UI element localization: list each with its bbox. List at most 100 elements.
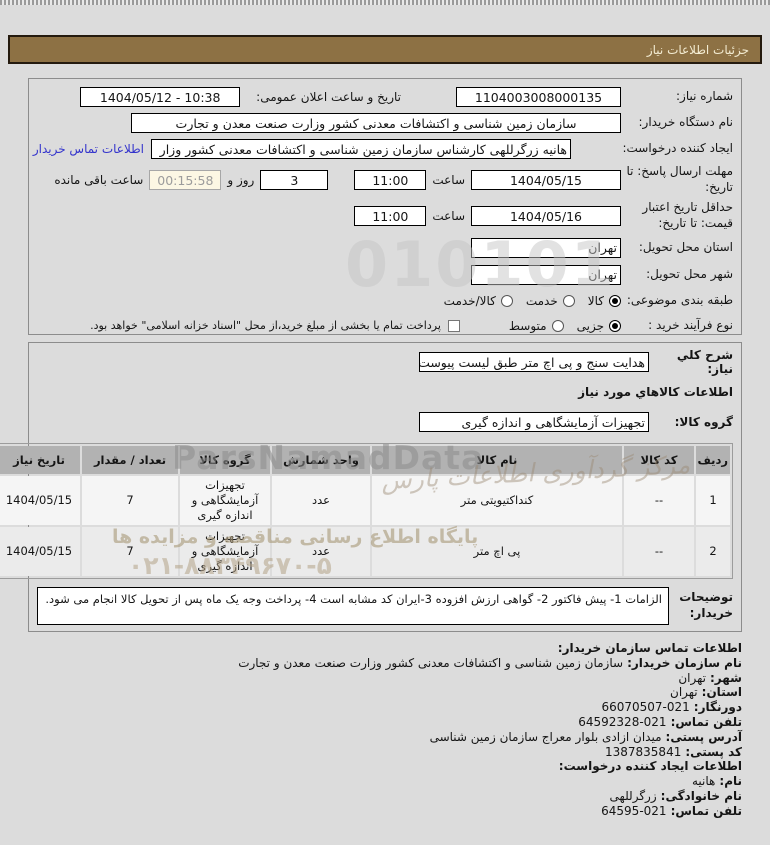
buyer-notes-label: توضیحات خریدار: [679, 589, 733, 621]
top-dotted-strip [0, 0, 770, 5]
delivery-province-field[interactable]: تهران [471, 237, 621, 258]
items-table-header-row: ردیف کد کالا نام کالا واحد شمارش گروه کا… [0, 446, 730, 474]
purchase-process-row: نوع فرآیند خرید : جزیی متوسط پرداخت تمام… [37, 313, 733, 338]
delivery-city-row: شهر محل تحویل: تهران [37, 261, 733, 288]
table-cell: کنداکتیویتی متر [372, 476, 622, 525]
need-description-row: شرح کلي نیاز: هدایت سنج و پی اچ متر طبق … [37, 348, 733, 376]
items-section-heading: اطلاعات کالاهاي مورد نیاز [578, 385, 733, 399]
buyer-org-field[interactable]: سازمان زمین شناسی و اکتشافات معدنی کشور … [131, 113, 621, 133]
radio-option-label: جزیی [576, 318, 604, 333]
creator-info-heading: اطلاعات ایجاد کننده درخواست: [558, 759, 742, 774]
col-header-row-number: ردیف [696, 446, 730, 474]
contact-line: نام خانوادگی:زرگرللهی [28, 789, 742, 804]
treasury-payment-option: پرداخت تمام یا بخشی از مبلغ خرید،از محل … [90, 319, 460, 333]
radio-icon[interactable] [500, 294, 513, 307]
days-word: روز و [227, 173, 255, 187]
need-description-field[interactable]: هدایت سنج و پی اچ متر طبق لیست پیوست [419, 352, 649, 372]
radio-option-partial[interactable]: جزیی [577, 319, 621, 333]
request-creator-row: ایجاد کننده درخواست: هانیه زرگرللهی کارش… [33, 136, 733, 162]
deadline-time-field[interactable]: 11:00 [354, 170, 427, 190]
col-header-item-name: نام کالا [372, 446, 622, 474]
buyer-contact-heading: اطلاعات تماس سازمان خریدار: [557, 641, 742, 655]
radio-selected-icon[interactable] [609, 319, 621, 332]
radio-option-goods[interactable]: کالا [588, 294, 621, 308]
treasury-checkbox[interactable] [447, 319, 460, 332]
table-row: 2 -- پی اچ متر عدد تجهیزات آزمایشگاهی و … [0, 526, 730, 576]
radio-option-label: کالا [587, 293, 604, 308]
field-label: کد پستی: [685, 744, 742, 759]
page-title: جزئیات اطلاعات نیاز [646, 42, 749, 57]
col-header-item-code: کد کالا [624, 446, 694, 474]
col-header-unit: واحد شمارش [272, 446, 370, 474]
contact-info-section: اطلاعات تماس سازمان خریدار: نام سازمان خ… [28, 641, 742, 819]
field-value: سازمان زمین شناسی و اکتشافات معدنی کشور … [238, 655, 624, 670]
purchase-process-label: نوع فرآیند خرید : [648, 317, 733, 332]
table-cell: 2 [696, 526, 730, 576]
contact-line: دورنگار:66070507-021 [28, 700, 742, 715]
field-value: هانیه [692, 774, 716, 789]
radio-icon[interactable] [562, 294, 575, 307]
col-header-group: گروه کالا [180, 446, 270, 474]
table-cell: 1404/05/15 [0, 526, 80, 576]
radio-option-service[interactable]: خدمت [526, 294, 575, 308]
deadline-date-field[interactable]: 1404/05/15 [471, 170, 621, 190]
validity-time-field[interactable]: 11:00 [354, 206, 427, 226]
field-label: شهر: [710, 670, 742, 685]
field-value: 66070507-021 [601, 700, 690, 715]
field-value: 1387835841 [604, 744, 682, 759]
table-cell: 1404/05/15 [0, 476, 80, 525]
contact-line: نام:هانیه [28, 774, 742, 789]
countdown-timer: 00:15:58 [149, 170, 222, 190]
buyer-contact-link[interactable]: اطلاعات تماس خریدار [32, 142, 144, 156]
contact-line: تلفن تماس:64595-021 [28, 804, 742, 819]
field-label: نام: [719, 774, 742, 789]
items-panel: شرح کلي نیاز: هدایت سنج و پی اچ متر طبق … [0, 342, 742, 632]
field-value: تهران [670, 685, 698, 700]
table-cell: -- [624, 526, 694, 576]
item-group-row: گروه کالا: تجهیزات آزمایشگاهی و اندازه گ… [37, 409, 733, 435]
contact-line: تلفن تماس:64592328-021 [28, 715, 742, 730]
treasury-checkbox-label: پرداخت تمام یا بخشی از مبلغ خرید،از محل … [90, 318, 441, 332]
radio-option-label: خدمت [525, 293, 558, 308]
need-number-label: شماره نیاز: [676, 89, 733, 104]
delivery-province-row: استان محل تحویل: تهران [37, 234, 733, 261]
contact-line: نام سازمان خریدار:سازمان زمین شناسی و اک… [28, 656, 742, 671]
field-value: تهران [678, 670, 706, 685]
item-group-field[interactable]: تجهیزات آزمایشگاهی و اندازه گیری [419, 412, 649, 432]
table-cell: عدد [272, 526, 370, 576]
field-label: نام خانوادگی: [660, 788, 742, 803]
contact-line: استان:تهران [28, 685, 742, 700]
radio-selected-icon[interactable] [609, 294, 621, 307]
buyer-notes-field[interactable]: الزامات 1- پیش فاکتور 2- گواهی ارزش افزو… [37, 586, 669, 625]
field-value: میدان ازادی بلوار معراج سازمان زمین شناس… [429, 729, 662, 744]
subject-classification-row: طبقه بندی موضوعی: کالا خدمت کالا/خدمت [37, 288, 733, 313]
table-row: 1 -- کنداکتیویتی متر عدد تجهیزات آزمایشگ… [0, 476, 730, 525]
field-value: زرگرللهی [609, 788, 657, 803]
radio-option-medium[interactable]: متوسط [509, 319, 564, 333]
buyer-org-label: نام دستگاه خریدار: [638, 115, 734, 130]
field-value: 64592328-021 [578, 714, 667, 729]
need-info-panel: شماره نیاز: 1104003008000135 تاریخ و ساع… [28, 78, 742, 335]
announce-datetime-field[interactable]: 1404/05/12 - 10:38 [80, 87, 241, 107]
radio-icon[interactable] [551, 319, 564, 332]
field-label: آدرس پستی: [665, 729, 742, 744]
field-label: استان: [701, 685, 742, 700]
hour-word: ساعت [432, 209, 465, 223]
table-cell: پی اچ متر [372, 526, 622, 576]
table-cell: تجهیزات آزمایشگاهی و اندازه گیری [180, 526, 270, 576]
radio-option-label: متوسط [508, 318, 547, 333]
validity-date-field[interactable]: 1404/05/16 [471, 206, 621, 226]
request-creator-field[interactable]: هانیه زرگرللهی کارشناس سازمان زمین شناسی… [151, 139, 571, 159]
delivery-city-field[interactable]: تهران [471, 264, 621, 285]
item-group-label: گروه کالا: [674, 415, 733, 429]
table-cell: تجهیزات آزمایشگاهی و اندازه گیری [180, 476, 270, 525]
request-creator-label: ایجاد کننده درخواست: [622, 141, 733, 156]
response-deadline-label: مهلت ارسال پاسخ: تا تاریخ: [626, 164, 733, 194]
need-number-field[interactable]: 1104003008000135 [456, 87, 621, 107]
col-header-need-date: تاریخ نیاز [0, 446, 80, 474]
days-remaining-field[interactable]: 3 [260, 170, 329, 190]
radio-option-goods-service[interactable]: کالا/خدمت [444, 294, 513, 308]
contact-line: آدرس پستی:میدان ازادی بلوار معراج سازمان… [28, 730, 742, 745]
table-cell: 7 [82, 476, 178, 525]
page-title-bar: جزئیات اطلاعات نیاز [8, 35, 762, 64]
